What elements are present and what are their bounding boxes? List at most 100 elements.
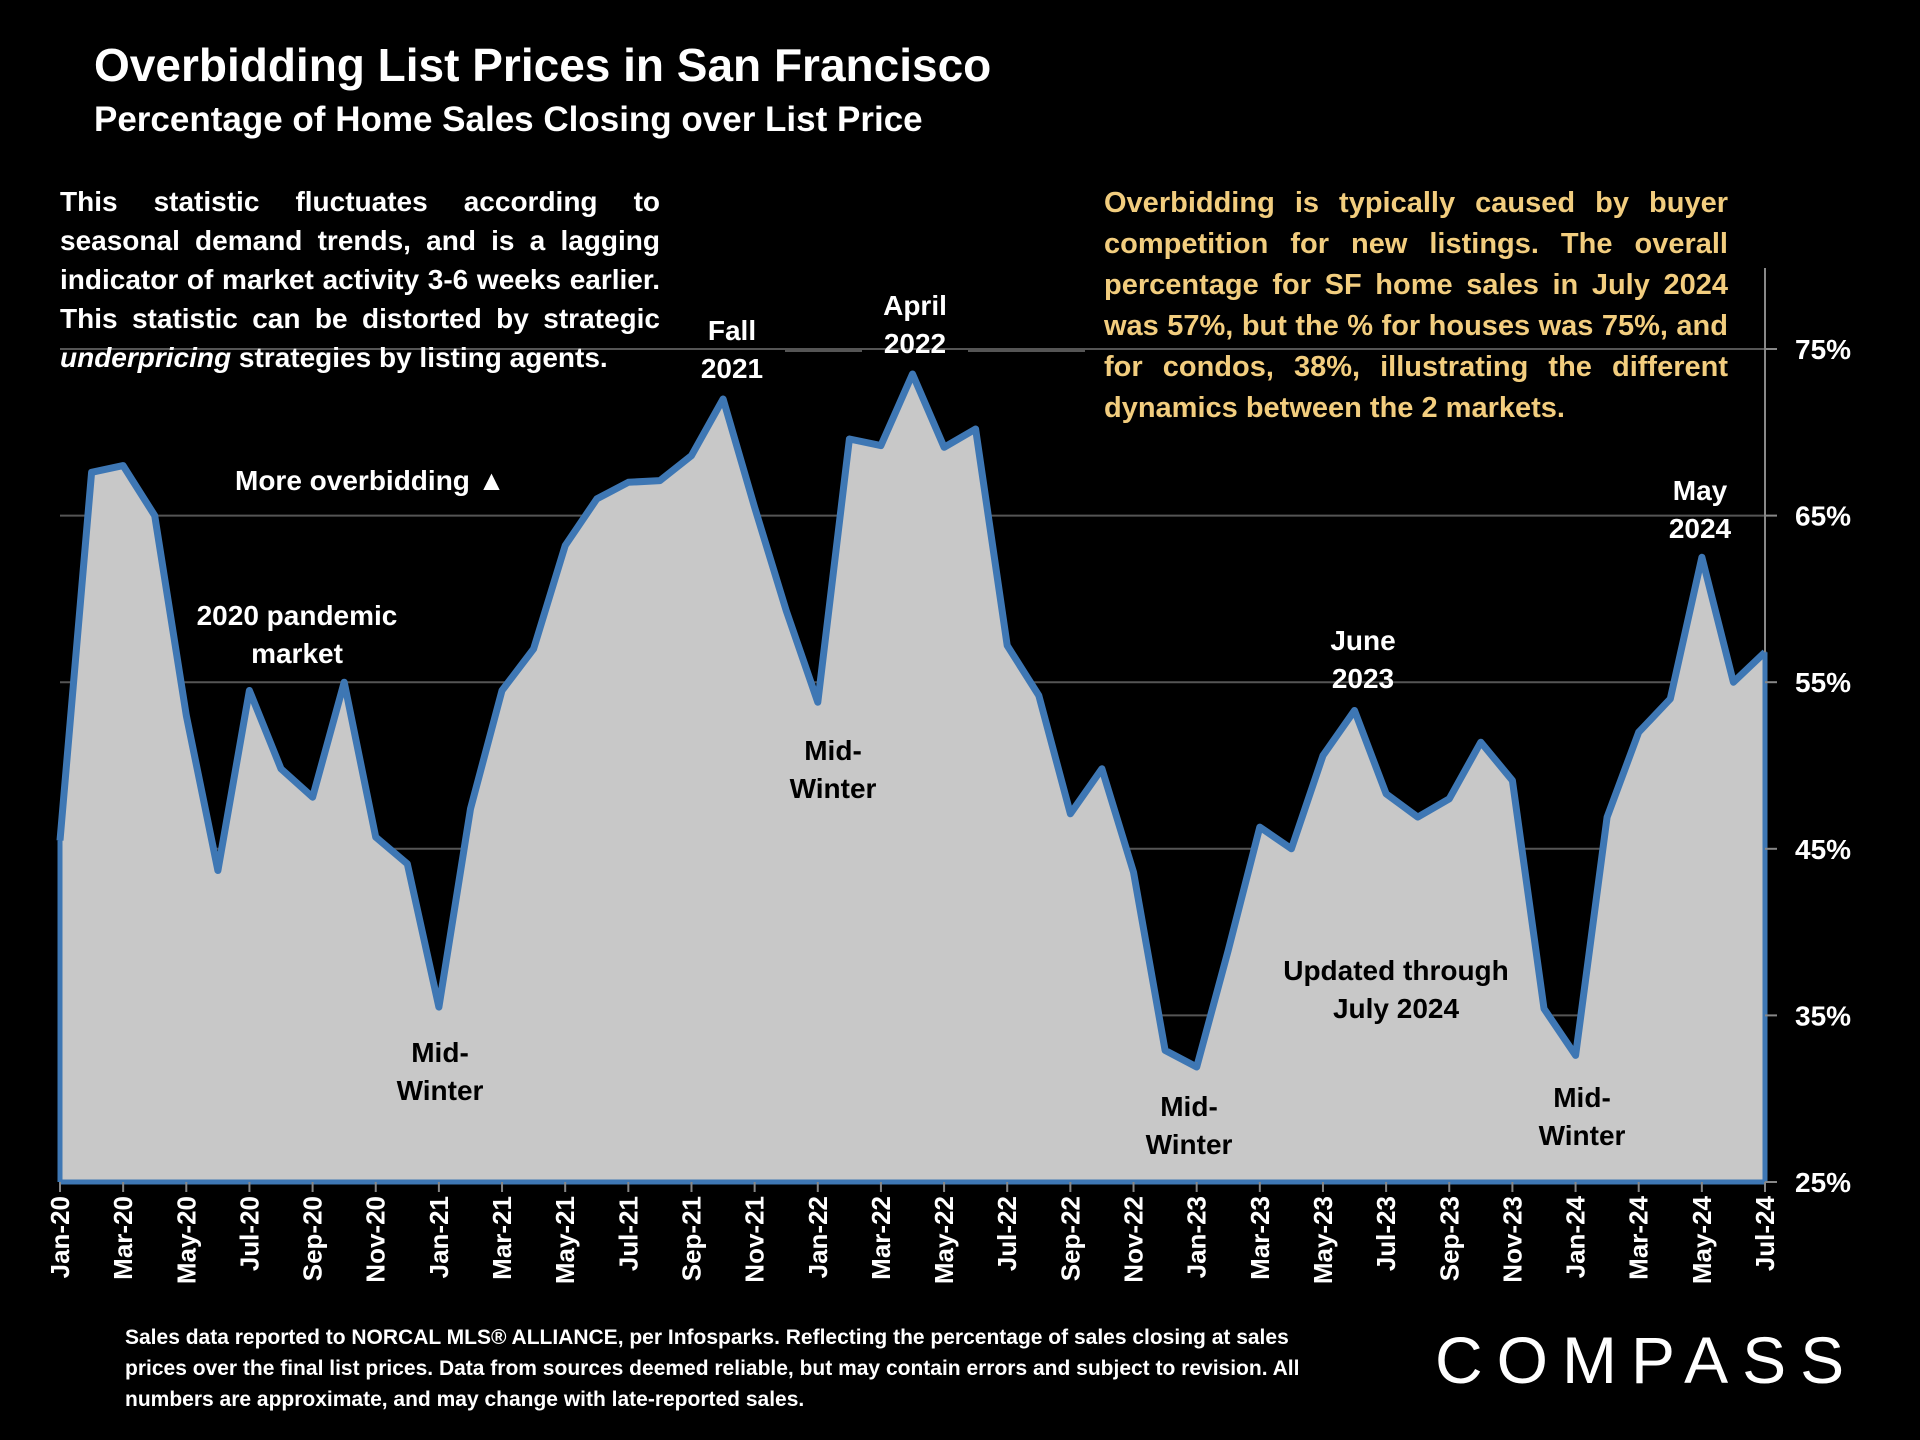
annotation-midwinter-21: Mid- Winter <box>397 1037 484 1106</box>
x-tick-label: Nov-20 <box>361 1196 391 1283</box>
data-point-Mar-24 <box>1637 730 1641 734</box>
data-point-Aug-22 <box>1037 694 1041 698</box>
y-axis-ticks: 25% 35% 45% 55% 65% 75% <box>1765 334 1851 1198</box>
data-point-Feb-22 <box>847 437 851 441</box>
annotation-line: market <box>251 638 343 669</box>
footer-disclaimer: Sales data reported to NORCAL MLS® ALLIA… <box>125 1326 1300 1411</box>
annotation-pandemic: 2020 pandemic market <box>197 600 398 669</box>
x-tick-label: Sep-23 <box>1434 1196 1464 1281</box>
data-point-Sep-23 <box>1447 797 1451 801</box>
data-point-Oct-20 <box>342 680 346 684</box>
data-point-Dec-21 <box>784 609 788 613</box>
data-point-Apr-24 <box>1668 697 1672 701</box>
data-point-Dec-22 <box>1163 1048 1167 1052</box>
data-point-Oct-21 <box>721 397 725 401</box>
data-point-May-20 <box>184 714 188 718</box>
chart-subtitle: Percentage of Home Sales Closing over Li… <box>94 100 923 139</box>
x-tick-label: Nov-21 <box>740 1196 770 1283</box>
x-tick-label: Mar-24 <box>1624 1195 1654 1279</box>
annotation-line: Mid- <box>411 1037 469 1068</box>
data-point-Jan-24 <box>1574 1053 1578 1057</box>
data-point-Aug-23 <box>1416 815 1420 819</box>
x-tick-label: Jan-24 <box>1561 1195 1591 1278</box>
x-tick-label: Sep-22 <box>1055 1196 1085 1281</box>
y-tick-label: 65% <box>1795 501 1851 532</box>
x-tick-label: Sep-21 <box>676 1196 706 1281</box>
data-point-Jan-23 <box>1195 1065 1199 1069</box>
x-tick-label: Mar-20 <box>108 1196 138 1280</box>
x-tick-label: Jan-20 <box>45 1196 75 1278</box>
x-tick-label: Jul-23 <box>1371 1196 1401 1271</box>
data-point-Nov-22 <box>1132 870 1136 874</box>
annotation-line: July 2024 <box>1333 993 1460 1024</box>
note-left-emphasis: underpricing <box>60 342 232 373</box>
data-point-May-23 <box>1321 754 1325 758</box>
y-tick-label: 45% <box>1795 834 1851 865</box>
data-point-Aug-21 <box>658 479 662 483</box>
data-point-Jun-24 <box>1731 680 1735 684</box>
annotation-line: Fall <box>708 315 756 346</box>
data-point-May-21 <box>563 544 567 548</box>
data-point-Jun-23 <box>1353 709 1357 713</box>
data-point-Apr-20 <box>153 514 157 518</box>
y-tick-label: 55% <box>1795 667 1851 698</box>
annotation-line: Mid- <box>804 735 862 766</box>
data-point-Jul-23 <box>1384 792 1388 796</box>
data-point-Sep-20 <box>311 795 315 799</box>
data-point-Jan-22 <box>816 700 820 704</box>
x-tick-label: Jul-21 <box>613 1196 643 1271</box>
x-tick-label: Mar-21 <box>487 1196 517 1280</box>
annotation-more-overbidding: More overbidding ▲ <box>235 465 505 496</box>
annotation-line: Winter <box>1146 1129 1233 1160</box>
data-point-Jul-21 <box>626 480 630 484</box>
annotation-fall-2021: Fall 2021 <box>701 315 763 384</box>
data-point-Mar-22 <box>879 444 883 448</box>
note-right: Overbidding is typically caused by buyer… <box>1104 187 1728 424</box>
data-point-Mar-20 <box>121 464 125 468</box>
annotation-line: Updated through <box>1283 955 1509 986</box>
data-point-Dec-23 <box>1542 1007 1546 1011</box>
data-point-Feb-24 <box>1605 815 1609 819</box>
data-point-Mar-23 <box>1258 825 1262 829</box>
x-tick-label: May-21 <box>550 1196 580 1284</box>
x-tick-label: Nov-23 <box>1497 1196 1527 1283</box>
annotation-midwinter-24: Mid- Winter <box>1539 1082 1626 1151</box>
annotations: More overbidding ▲ 2020 pandemic market Fal… <box>197 290 1732 1160</box>
area-fill <box>60 374 1765 1182</box>
data-point-Aug-20 <box>279 767 283 771</box>
data-point-Jun-20 <box>216 868 220 872</box>
x-tick-label: Jul-22 <box>992 1196 1022 1271</box>
annotation-midwinter-22: Mid- Winter <box>790 735 877 804</box>
x-tick-label: Jan-23 <box>1182 1196 1212 1278</box>
annotation-line: 2021 <box>701 353 763 384</box>
y-tick-label: 35% <box>1795 1000 1851 1031</box>
data-point-Apr-23 <box>1289 847 1293 851</box>
data-point-Oct-23 <box>1479 740 1483 744</box>
data-point-Jul-22 <box>1005 644 1009 648</box>
x-tick-label: Sep-20 <box>298 1196 328 1281</box>
annotation-updated: Updated through July 2024 <box>1283 955 1509 1024</box>
y-tick-label: 75% <box>1795 334 1851 365</box>
data-point-May-24 <box>1700 555 1704 559</box>
data-point-Jun-22 <box>974 427 978 431</box>
data-point-Nov-20 <box>374 835 378 839</box>
data-point-Jan-21 <box>437 1005 441 1009</box>
annotation-line: April <box>883 290 947 321</box>
data-point-Mar-21 <box>500 689 504 693</box>
annotation-may-2024: May 2024 <box>1669 475 1732 544</box>
data-point-Apr-22 <box>911 372 914 376</box>
x-tick-label: Jan-22 <box>803 1196 833 1278</box>
annotation-line: Winter <box>790 773 877 804</box>
annotation-line: Mid- <box>1553 1082 1611 1113</box>
data-point-Feb-21 <box>468 807 472 811</box>
x-tick-label: Jan-21 <box>424 1196 454 1278</box>
x-axis-ticks: Jan-20 Mar-20 May-20 Jul-20 Sep-20 Nov-20 Jan-… <box>45 1182 1780 1284</box>
x-tick-label: Jul-20 <box>234 1196 264 1271</box>
data-point-Oct-22 <box>1100 767 1104 771</box>
data-point-Sep-21 <box>689 454 693 458</box>
x-tick-label: May-23 <box>1308 1196 1338 1284</box>
data-point-May-22 <box>942 445 946 449</box>
compass-logo: COMPASS <box>1435 1323 1859 1397</box>
x-tick-label: Mar-22 <box>866 1196 896 1280</box>
